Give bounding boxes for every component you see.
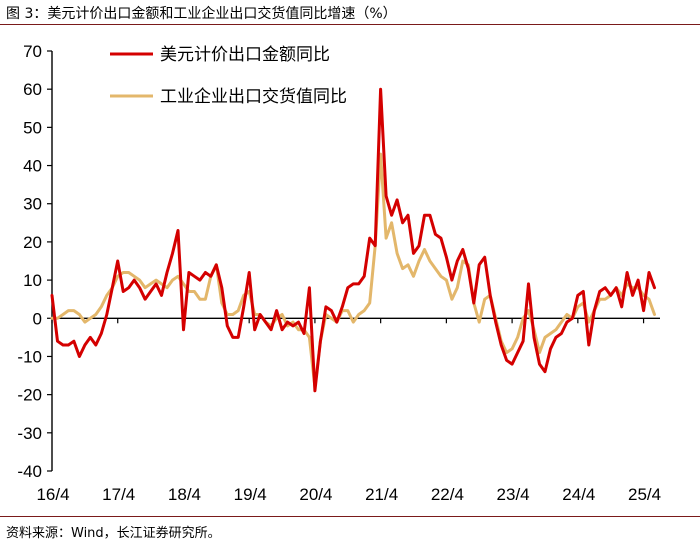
x-tick-label-4: 20/4 <box>299 485 332 504</box>
x-axis-ticks: 16/4 17/4 18/4 19/4 20/4 21/4 22/4 23/4 24/4 25/4 <box>36 318 661 504</box>
x-tick-label-7: 23/4 <box>497 485 530 504</box>
title-divider <box>0 24 700 25</box>
y-tick-label-11: -40 <box>17 462 42 481</box>
y-tick-label-1: 60 <box>23 80 42 99</box>
y-tick-label-5: 20 <box>23 233 42 252</box>
y-tick-label-0: 70 <box>23 42 42 61</box>
y-tick-label-8: -10 <box>17 347 42 366</box>
footer-divider <box>0 516 700 517</box>
y-tick-label-6: 10 <box>23 271 42 290</box>
x-tick-label-2: 18/4 <box>168 485 201 504</box>
legend: 美元计价出口金额同比 工业企业出口交货值同比 <box>110 45 347 107</box>
series-line-1 <box>50 152 656 389</box>
y-tick-label-3: 40 <box>23 157 42 176</box>
series-layer <box>50 87 656 393</box>
legend-label-export-usd: 美元计价出口金额同比 <box>160 45 330 65</box>
x-tick-label-1: 17/4 <box>102 485 135 504</box>
y-axis-ticks: 70 60 50 40 30 20 10 0 -10 -20 -30 -40 <box>17 42 52 481</box>
chart-title: 图 3：美元计价出口金额和工业企业出口交货值同比增速（%） <box>6 6 397 22</box>
y-tick-label-4: 30 <box>23 195 42 214</box>
y-tick-label-9: -20 <box>17 386 42 405</box>
x-tick-label-3: 19/4 <box>234 485 267 504</box>
x-tick-label-9: 25/4 <box>628 485 661 504</box>
x-tick-label-6: 22/4 <box>431 485 464 504</box>
y-tick-label-2: 50 <box>23 118 42 137</box>
y-tick-label-10: -30 <box>17 424 42 443</box>
x-tick-label-0: 16/4 <box>36 485 69 504</box>
series-line-0 <box>50 87 656 393</box>
source-note: 资料来源：Wind，长江证券研究所。 <box>6 526 221 541</box>
y-tick-label-7: 0 <box>33 309 42 328</box>
legend-label-industrial-export: 工业企业出口交货值同比 <box>160 87 347 107</box>
x-tick-label-8: 24/4 <box>562 485 595 504</box>
x-tick-label-5: 21/4 <box>365 485 398 504</box>
